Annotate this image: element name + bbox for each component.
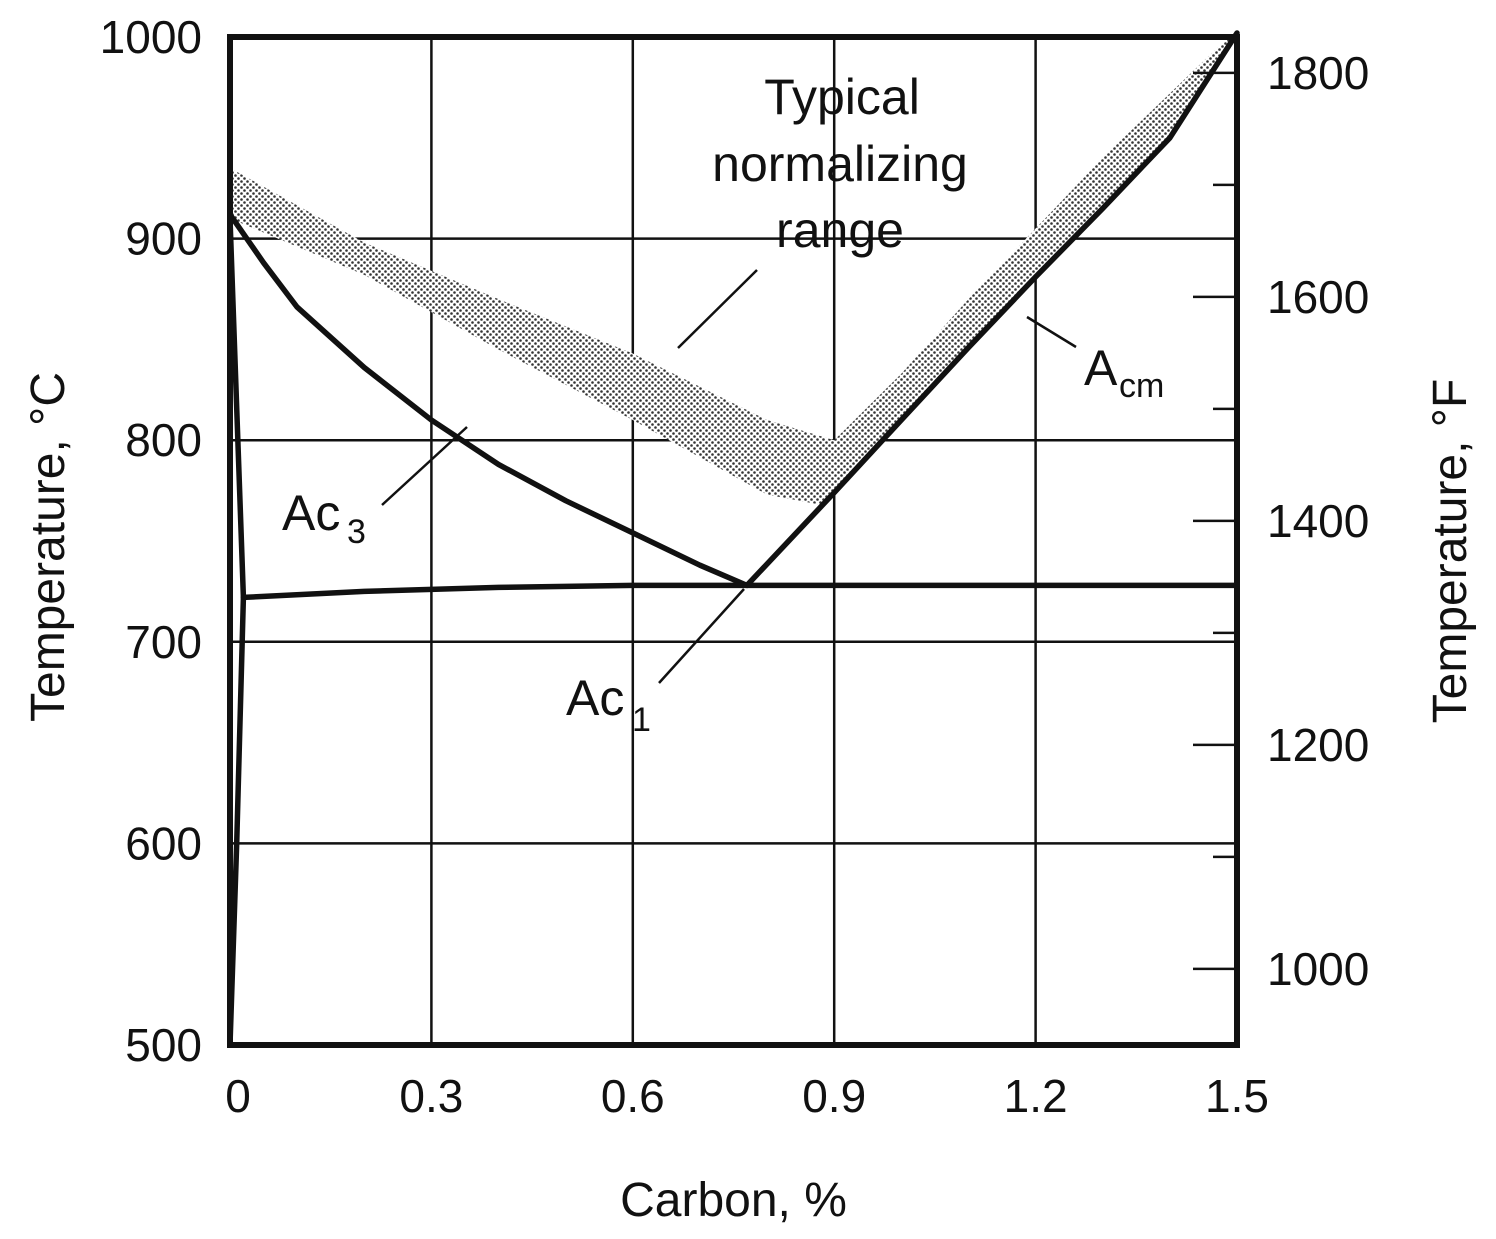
label-ac1-main: Ac — [566, 670, 624, 726]
label-ac3-subscript: 3 — [347, 513, 366, 551]
label-ac3-main: Ac — [282, 485, 340, 541]
annotation-range: range — [776, 202, 904, 258]
y-tick-label: 1000 — [100, 11, 202, 63]
y-right-tick-label: 1600 — [1267, 271, 1369, 323]
normalizing-range-band — [230, 28, 1237, 505]
label-ac1-subscript: 1 — [632, 701, 651, 739]
y-tick-label: 500 — [125, 1019, 202, 1071]
label-acm: A cm — [1084, 340, 1164, 405]
curve-acm — [744, 30, 1240, 589]
plot-frame — [227, 34, 1240, 1048]
y-tick-label: 900 — [125, 213, 202, 265]
y-right-tick-label: 1800 — [1267, 47, 1369, 99]
y-tick-label: 700 — [125, 616, 202, 668]
leader-acm — [1026, 315, 1077, 349]
y-axis-title-left: Temperature, °C — [22, 372, 75, 722]
leader-ac1 — [658, 588, 745, 684]
leader-ac3 — [381, 426, 468, 506]
label-acm-subscript: cm — [1119, 367, 1164, 405]
leader-normalizing — [677, 269, 758, 349]
x-tick-label: 1.2 — [1004, 1070, 1068, 1122]
x-tick-label: 0.9 — [802, 1070, 866, 1122]
x-tick-label: 0.6 — [601, 1070, 665, 1122]
annotation-normalizing: normalizing — [712, 136, 968, 192]
label-acm-main: A — [1084, 340, 1118, 396]
x-tick-label: 1.5 — [1205, 1070, 1269, 1122]
curve-ac1 — [240, 582, 1240, 601]
x-tick-label: 0 — [225, 1070, 251, 1122]
label-ac1: Ac 1 — [566, 670, 651, 739]
label-ac3: Ac 3 — [282, 485, 366, 551]
y-tick-label: 800 — [125, 414, 202, 466]
y-right-tick-label: 1000 — [1267, 943, 1369, 995]
y-right-tick-label: 1200 — [1267, 719, 1369, 771]
annotation-typical: Typical — [764, 69, 920, 125]
curve-ferrite-boundary-left — [227, 215, 247, 1048]
y-axis-title-right: Temperature, °F — [1424, 379, 1477, 724]
curve-ac3 — [227, 211, 750, 589]
y-tick-label: 600 — [125, 817, 202, 869]
x-axis-title: Carbon, % — [620, 1174, 847, 1227]
y-right-tick-label: 1400 — [1267, 495, 1369, 547]
x-tick-label: 0.3 — [399, 1070, 463, 1122]
